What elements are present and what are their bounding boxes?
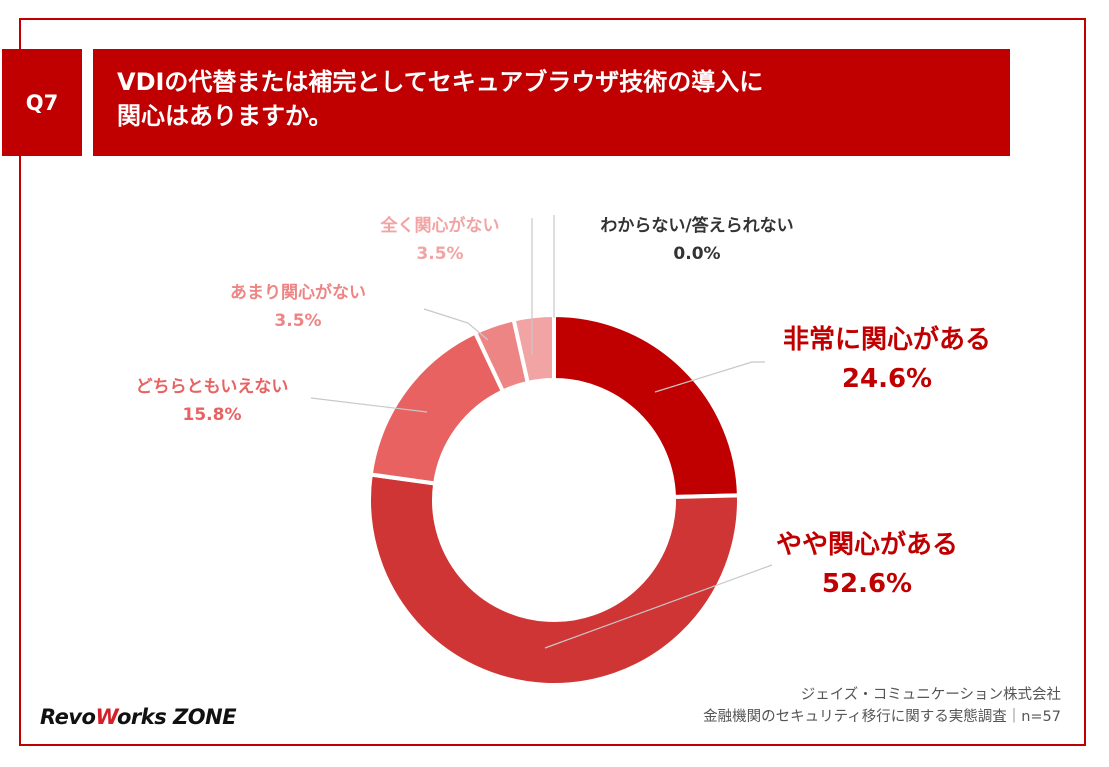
question-number: Q7	[2, 49, 82, 156]
source-company: ジェイズ・コミュニケーション株式会社	[800, 687, 1061, 703]
question-title-line-2: 関心はありますか。	[117, 102, 333, 130]
leader-line-3	[310, 397, 428, 413]
donut-slice-2	[367, 472, 741, 687]
source-survey: 金融機関のセキュリティ移行に関する実態調査｜n=57	[703, 709, 1061, 725]
leader-line-2	[544, 564, 773, 649]
slice-label-6: わからない/答えられない	[600, 215, 793, 236]
slice-label-5: 全く関心がない	[380, 215, 500, 236]
slice-value-label-5: 3.5%	[416, 244, 463, 264]
donut-slice-1	[552, 312, 741, 500]
logo-part-2: W	[95, 705, 117, 729]
slice-value-label-4: 3.5%	[274, 311, 321, 331]
donut-slice-5	[511, 312, 556, 386]
logo-part-1: Revo	[40, 705, 96, 729]
logo-part-3: orks ZONE	[117, 705, 237, 729]
slice-value-label-3: 15.8%	[183, 405, 242, 425]
slice-value-label-1: 24.6%	[842, 364, 932, 394]
slice-label-4: あまり関心がない	[230, 282, 366, 303]
slice-label-3: どちらともいえない	[136, 377, 289, 397]
slice-value-label-2: 52.6%	[822, 569, 912, 599]
card-frame	[19, 18, 1086, 746]
slice-label-1: 非常に関心がある	[783, 324, 991, 355]
question-title-line-1: VDIの代替または補完としてセキュアブラウザ技術の導入に	[117, 68, 764, 96]
source-note: ジェイズ・コミュニケーション株式会社 金融機関のセキュリティ移行に関する実態調査…	[703, 684, 1061, 728]
slice-label-2: やや関心がある	[776, 529, 958, 560]
slice-value-label-6: 0.0%	[673, 244, 720, 264]
leader-line-1	[654, 361, 765, 393]
revoworks-zone-logo: RevoWorks ZONE	[40, 705, 237, 729]
leader-line-4	[423, 308, 489, 341]
question-title: VDIの代替または補完としてセキュアブラウザ技術の導入に 関心はありますか。	[93, 49, 1010, 156]
